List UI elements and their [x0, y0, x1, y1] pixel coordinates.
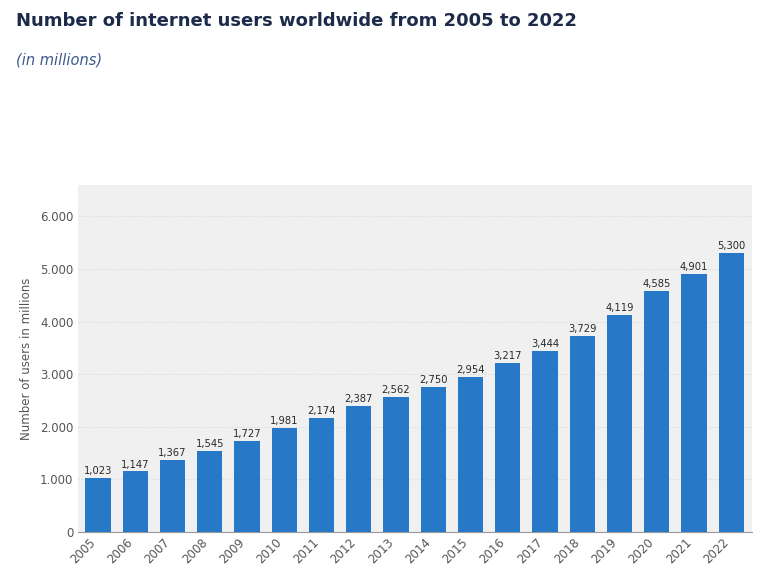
Bar — [718, 253, 744, 532]
Bar — [384, 397, 408, 532]
Bar — [346, 406, 371, 532]
Text: 3,729: 3,729 — [568, 324, 597, 334]
Text: 1,147: 1,147 — [121, 460, 150, 470]
Text: 2,562: 2,562 — [381, 386, 410, 395]
Text: Number of internet users worldwide from 2005 to 2022: Number of internet users worldwide from … — [16, 12, 577, 29]
Bar — [681, 274, 707, 532]
Text: 3,217: 3,217 — [494, 351, 522, 361]
Text: 2,174: 2,174 — [307, 406, 336, 416]
Bar — [197, 451, 222, 532]
Bar — [271, 428, 297, 532]
Text: 2,750: 2,750 — [419, 376, 447, 386]
Bar — [85, 478, 111, 532]
Text: 4,119: 4,119 — [605, 303, 634, 313]
Text: 1,023: 1,023 — [84, 466, 112, 476]
Bar — [421, 387, 446, 532]
Text: 4,585: 4,585 — [642, 279, 671, 289]
Bar — [495, 363, 521, 532]
Y-axis label: Number of users in millions: Number of users in millions — [20, 277, 33, 439]
Bar — [458, 376, 483, 532]
Text: 1,981: 1,981 — [270, 416, 298, 426]
Text: 2,954: 2,954 — [456, 365, 484, 375]
Bar — [644, 291, 670, 532]
Text: (in millions): (in millions) — [16, 52, 102, 67]
Text: 3,444: 3,444 — [531, 339, 559, 349]
Text: 5,300: 5,300 — [717, 242, 746, 251]
Bar — [234, 441, 260, 532]
Text: 1,727: 1,727 — [232, 429, 261, 439]
Bar — [160, 460, 185, 532]
Bar — [570, 336, 595, 532]
Text: 1,367: 1,367 — [158, 448, 187, 458]
Text: 2,387: 2,387 — [345, 395, 373, 405]
Bar — [122, 472, 148, 532]
Text: 1,545: 1,545 — [195, 439, 224, 449]
Bar — [308, 417, 334, 532]
Text: 4,901: 4,901 — [680, 262, 708, 272]
Bar — [607, 316, 632, 532]
Bar — [532, 351, 558, 532]
